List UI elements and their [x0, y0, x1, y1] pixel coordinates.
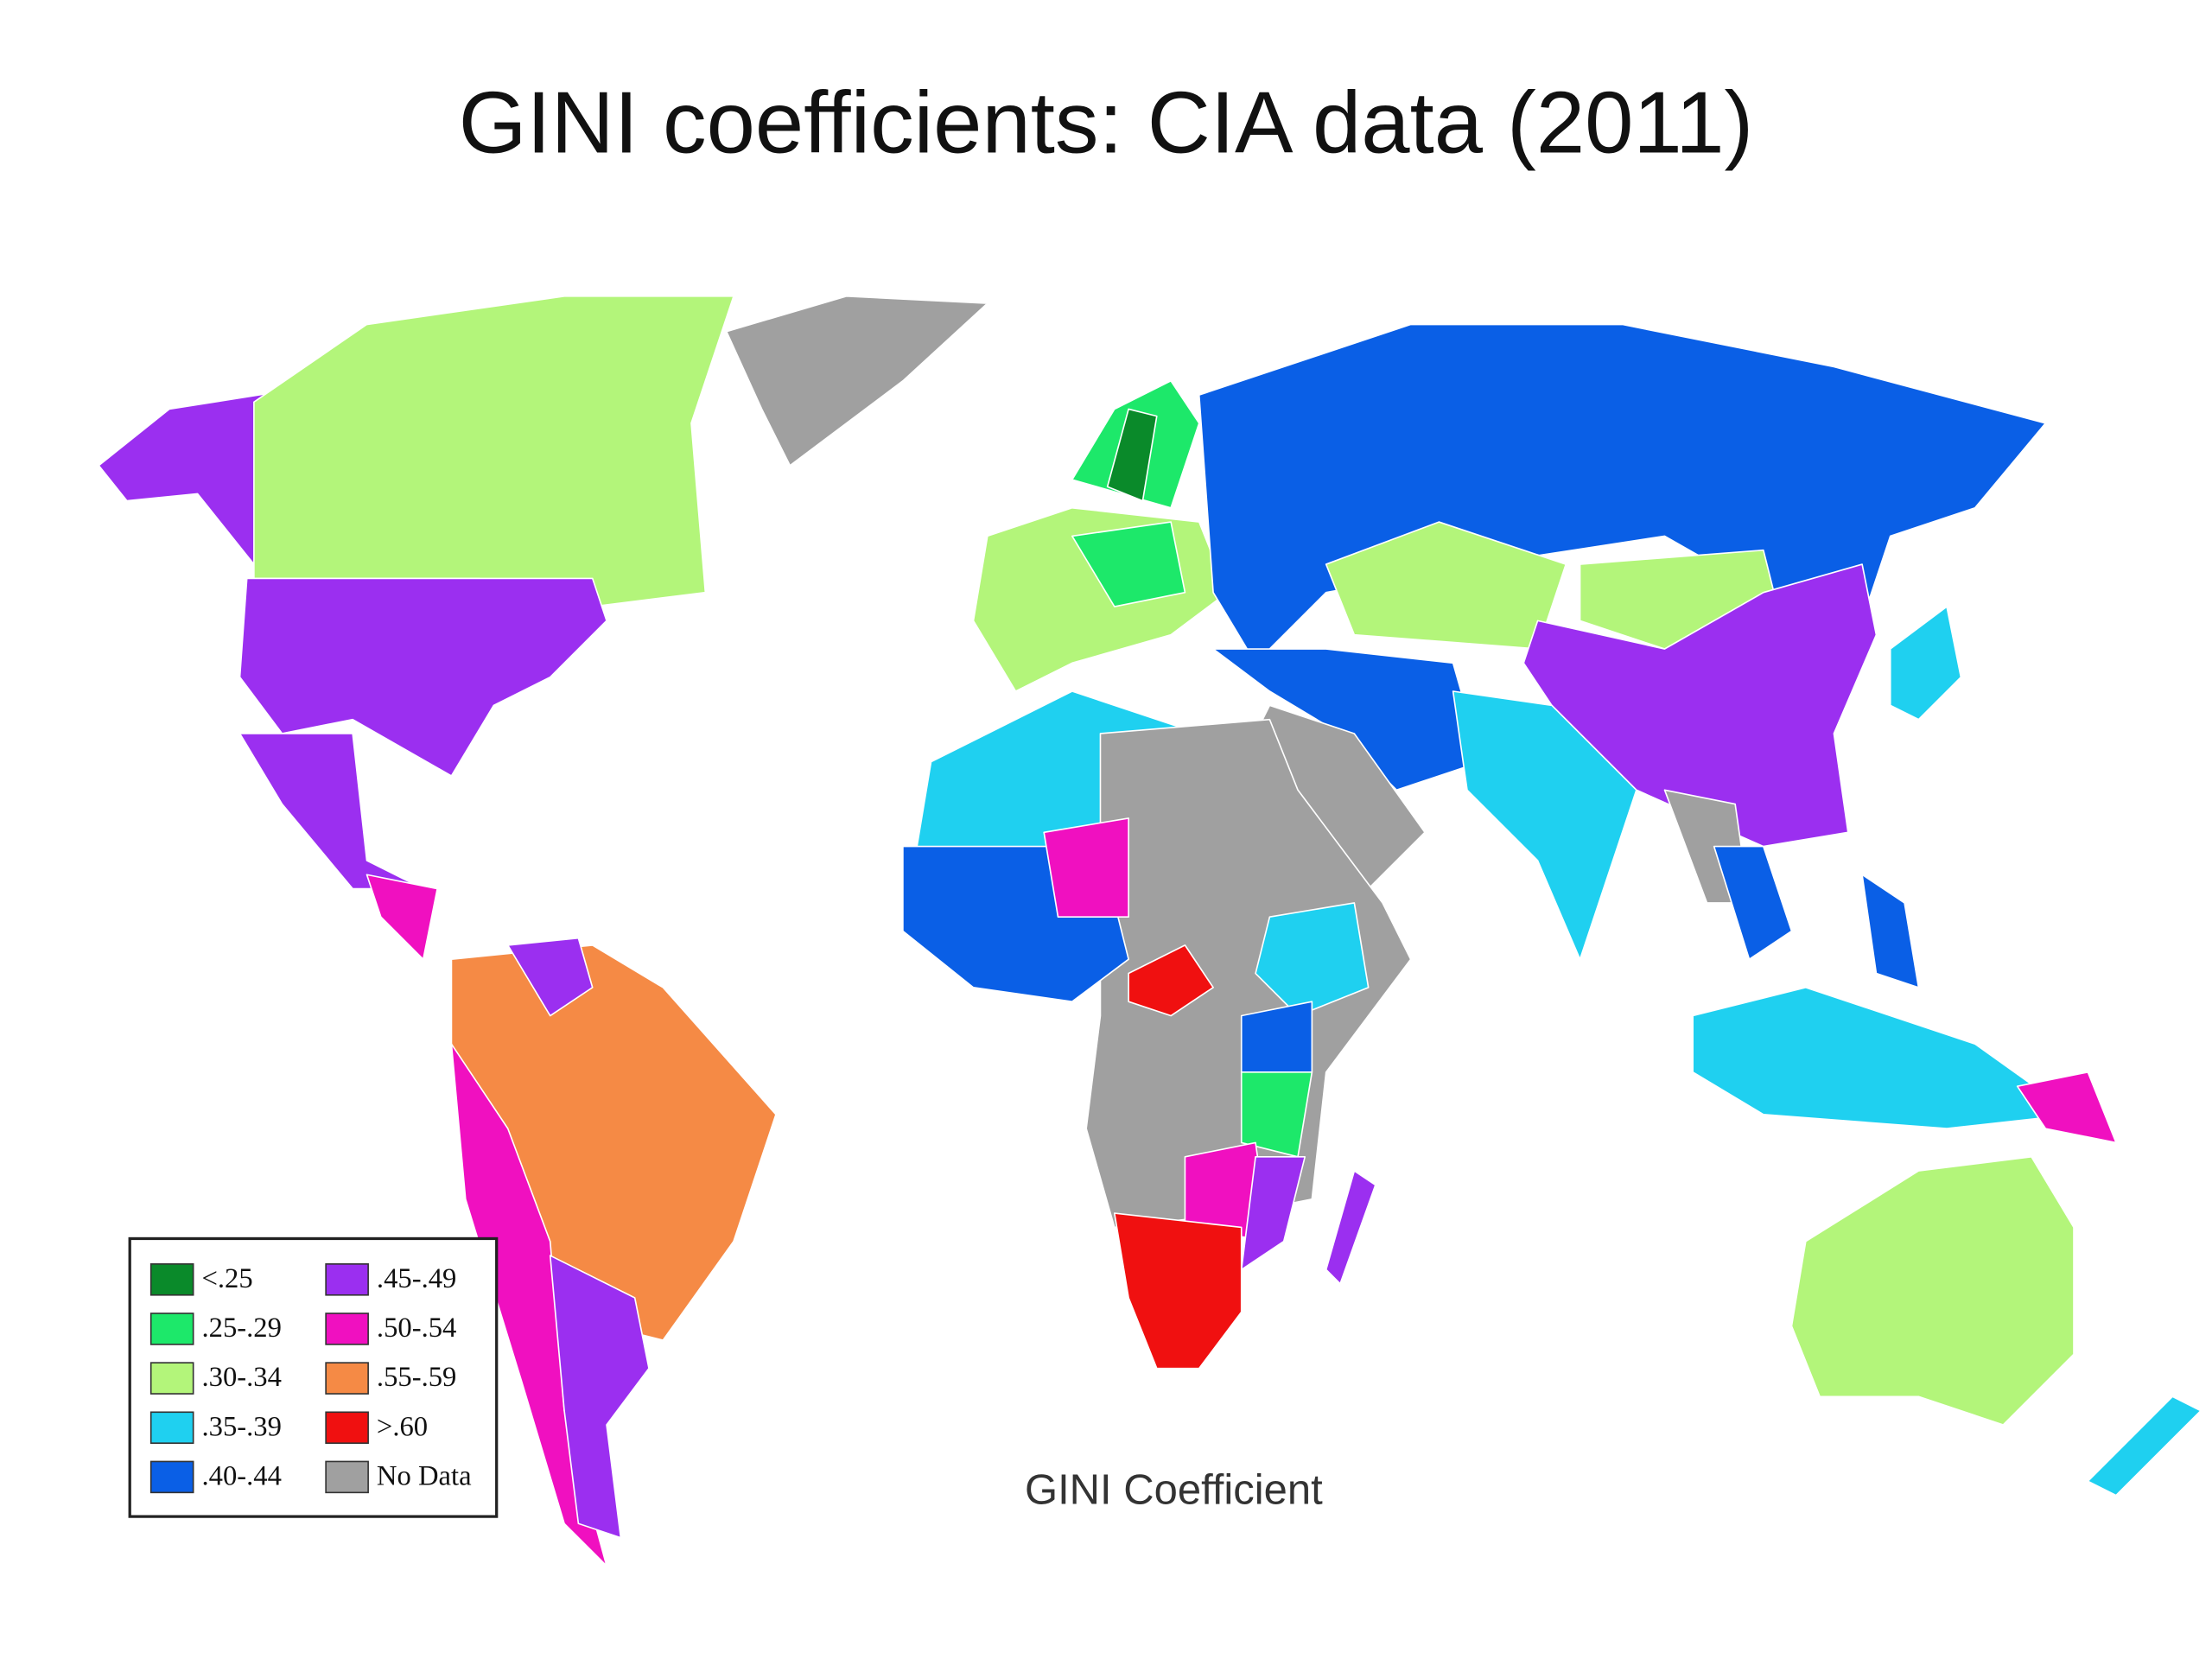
country-region — [1071, 521, 1186, 607]
legend-label: .25-.29 — [201, 1313, 281, 1344]
country-region — [506, 937, 594, 1017]
legend-label: >.60 — [377, 1411, 428, 1442]
legend-label: <.25 — [201, 1263, 252, 1294]
world-map — [98, 296, 2202, 1567]
legend-swatch — [149, 1362, 194, 1395]
country-region — [1790, 1155, 2075, 1426]
legend-swatch — [149, 1263, 194, 1296]
country-region — [1713, 845, 1793, 961]
country-region — [1106, 408, 1158, 502]
country-region — [1452, 690, 1637, 961]
country-region — [2087, 1395, 2202, 1497]
legend-swatch — [325, 1460, 369, 1494]
country-region — [238, 733, 424, 890]
country-region — [1325, 521, 1567, 650]
country-region — [1522, 563, 1878, 848]
country-region — [1255, 902, 1370, 1017]
country-region — [1113, 1212, 1243, 1370]
legend-label: .45-.49 — [377, 1263, 456, 1294]
legend-label: .55-.59 — [377, 1362, 456, 1393]
country-region — [238, 577, 607, 777]
slide-title: GINI coefficients: CIA data (2011) — [459, 73, 1753, 171]
country-region — [1128, 944, 1214, 1017]
legend-label: .35-.39 — [201, 1411, 281, 1442]
country-region — [1212, 648, 1483, 791]
country-region — [1240, 1155, 1306, 1271]
legend-label: No Data — [377, 1461, 472, 1492]
country-region — [1043, 817, 1129, 918]
country-region — [726, 296, 988, 467]
legend-swatch — [325, 1263, 369, 1296]
legend-label: .50-.54 — [377, 1313, 456, 1344]
legend-swatch — [325, 1411, 369, 1445]
legend-label: .30-.34 — [201, 1362, 281, 1393]
map-caption: GINI Coefficient — [1025, 1466, 1323, 1513]
legend: <.25 .25-.29 .30-.34 .35-.39 .40-.44 .45-.49.… — [149, 1263, 472, 1494]
country-region — [1325, 1170, 1376, 1285]
country-region — [1889, 606, 1962, 721]
legend-swatch — [149, 1411, 194, 1445]
legend-swatch — [325, 1362, 369, 1395]
country-region — [1692, 987, 2075, 1129]
country-region — [1861, 874, 1920, 988]
country-region — [2016, 1071, 2117, 1144]
country-region — [365, 874, 438, 961]
legend-swatch — [149, 1460, 194, 1494]
legend-swatch — [325, 1313, 369, 1345]
legend-swatch — [149, 1313, 194, 1345]
legend-label: .40-.44 — [201, 1461, 281, 1492]
country-region — [1085, 718, 1412, 1229]
country-region — [549, 1255, 650, 1539]
